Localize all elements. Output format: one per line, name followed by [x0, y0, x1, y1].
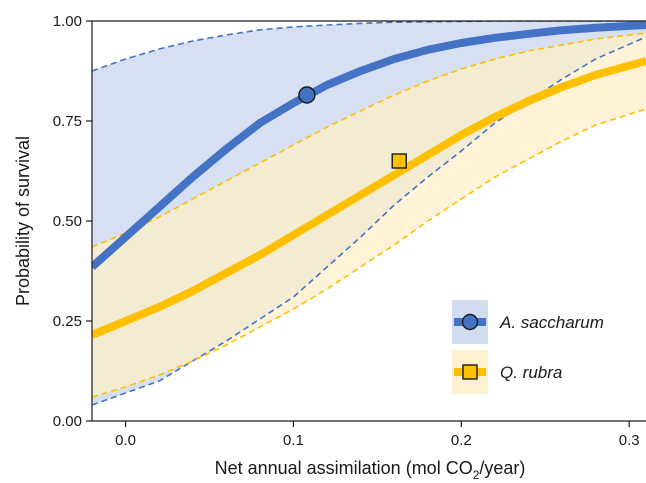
q-rubra-line: [92, 57, 646, 339]
y-tick-label: 0.50: [53, 213, 82, 230]
series-lines: [92, 21, 646, 339]
x-axis-title-prefix: Net annual assimilation (mol CO: [215, 458, 473, 478]
x-tick-label: 0.2: [451, 432, 472, 449]
q-rubra-upper-bound-line: [92, 32, 646, 248]
legend-marker: [462, 364, 478, 380]
a-saccharum-line: [92, 21, 646, 270]
legend-label: A. saccharum: [499, 313, 604, 332]
y-tick-label: 0.25: [53, 313, 82, 330]
y-axis-title: Probability of survival: [13, 136, 33, 306]
x-axis-title: Net annual assimilation (mol CO2/year): [215, 458, 526, 482]
x-tick-label: 0.1: [283, 432, 304, 449]
y-tick-label: 0.75: [53, 113, 82, 130]
series-markers: [298, 86, 407, 169]
legend-marker: [461, 313, 479, 331]
axes: 0.00 0.25 0.50 0.75 1.00 0.0 0.1 0.2 0.3: [53, 13, 646, 449]
x-axis-title-subscript: 2: [473, 468, 480, 482]
a-saccharum-point-marker: [298, 86, 316, 104]
legend-item-q-rubra: Q. rubra: [452, 350, 562, 394]
y-tick-label: 0.00: [53, 413, 82, 430]
q-rubra-point-marker: [391, 153, 407, 169]
q-rubra-confidence-band: [92, 33, 646, 397]
legend-item-a-saccharum: A. saccharum: [452, 300, 604, 344]
legend-label: Q. rubra: [500, 363, 562, 382]
y-tick-label: 1.00: [53, 13, 82, 30]
x-axis-title-suffix: /year): [479, 458, 525, 478]
x-tick-label: 0.3: [619, 432, 640, 449]
legend: A. saccharum Q. rubra: [452, 300, 604, 394]
q-rubra-lower-bound-line: [92, 108, 646, 398]
confidence-band-edges: [92, 21, 646, 406]
a-saccharum-upper-bound-line: [92, 21, 646, 72]
confidence-bands: [92, 21, 646, 405]
x-tick-label: 0.0: [115, 432, 136, 449]
